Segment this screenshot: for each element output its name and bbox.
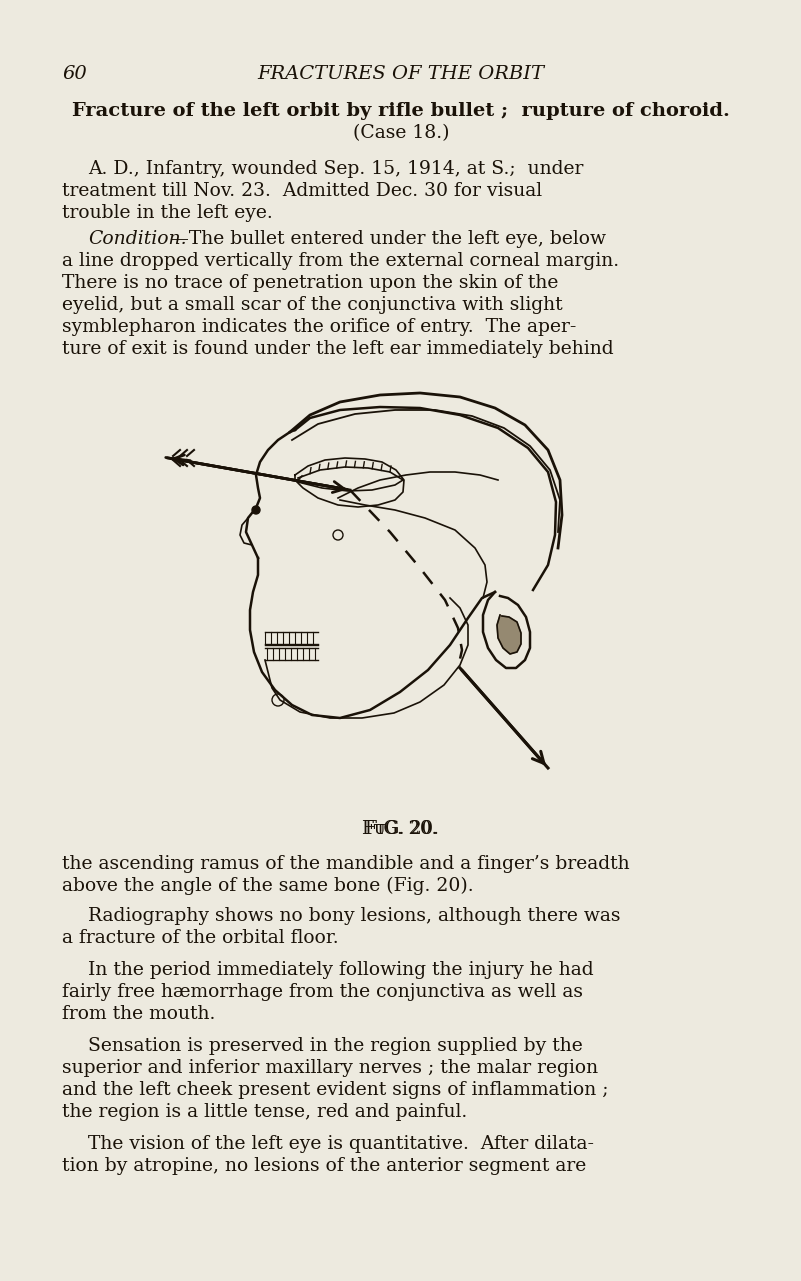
Text: a line dropped vertically from the external corneal margin.: a line dropped vertically from the exter… bbox=[62, 252, 619, 270]
Text: FɪG. 20.: FɪG. 20. bbox=[364, 820, 437, 838]
Text: The vision of the left eye is quantitative.  After dilata-: The vision of the left eye is quantitati… bbox=[88, 1135, 594, 1153]
Text: In the period immediately following the injury he had: In the period immediately following the … bbox=[88, 961, 594, 979]
Text: the ascending ramus of the mandible and a finger’s breadth: the ascending ramus of the mandible and … bbox=[62, 854, 630, 872]
Text: from the mouth.: from the mouth. bbox=[62, 1006, 215, 1024]
Circle shape bbox=[252, 506, 260, 514]
Text: Fracture of the left orbit by rifle bullet ;  rupture of choroid.: Fracture of the left orbit by rifle bull… bbox=[72, 102, 730, 120]
Text: Radiography shows no bony lesions, although there was: Radiography shows no bony lesions, altho… bbox=[88, 907, 621, 925]
Text: Sensation is preserved in the region supplied by the: Sensation is preserved in the region sup… bbox=[88, 1038, 583, 1056]
Text: (Case 18.): (Case 18.) bbox=[352, 124, 449, 142]
Text: a fracture of the orbital floor.: a fracture of the orbital floor. bbox=[62, 929, 339, 947]
Text: FRACTURES OF THE ORBIT: FRACTURES OF THE ORBIT bbox=[257, 65, 545, 83]
Text: A. D., Infantry, wounded Sep. 15, 1914, at S.;  under: A. D., Infantry, wounded Sep. 15, 1914, … bbox=[88, 160, 583, 178]
Text: —The bullet entered under the left eye, below: —The bullet entered under the left eye, … bbox=[170, 231, 606, 249]
Text: 60: 60 bbox=[62, 65, 87, 83]
Text: fairly free hæmorrhage from the conjunctiva as well as: fairly free hæmorrhage from the conjunct… bbox=[62, 983, 583, 1000]
Text: tion by atropine, no lesions of the anterior segment are: tion by atropine, no lesions of the ante… bbox=[62, 1157, 586, 1175]
Text: ture of exit is found under the left ear immediately behind: ture of exit is found under the left ear… bbox=[62, 339, 614, 357]
Text: superior and inferior maxillary nerves ; the malar region: superior and inferior maxillary nerves ;… bbox=[62, 1059, 598, 1077]
Text: There is no trace of penetration upon the skin of the: There is no trace of penetration upon th… bbox=[62, 274, 558, 292]
Text: symblepharon indicates the orifice of entry.  The aper-: symblepharon indicates the orifice of en… bbox=[62, 318, 577, 336]
Text: FᴜG. 20.: FᴜG. 20. bbox=[363, 820, 440, 838]
Text: treatment till Nov. 23.  Admitted Dec. 30 for visual: treatment till Nov. 23. Admitted Dec. 30… bbox=[62, 182, 542, 200]
Text: trouble in the left eye.: trouble in the left eye. bbox=[62, 204, 273, 222]
Text: eyelid, but a small scar of the conjunctiva with slight: eyelid, but a small scar of the conjunct… bbox=[62, 296, 562, 314]
Polygon shape bbox=[497, 615, 521, 655]
Text: the region is a little tense, red and painful.: the region is a little tense, red and pa… bbox=[62, 1103, 467, 1121]
Text: above the angle of the same bone (Fig. 20).: above the angle of the same bone (Fig. 2… bbox=[62, 877, 473, 895]
Text: Condition.: Condition. bbox=[88, 231, 187, 249]
Text: and the left cheek present evident signs of inflammation ;: and the left cheek present evident signs… bbox=[62, 1081, 609, 1099]
